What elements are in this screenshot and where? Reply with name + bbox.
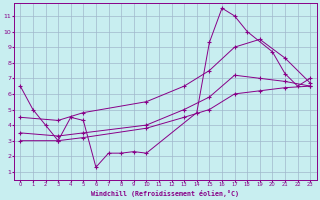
X-axis label: Windchill (Refroidissement éolien,°C): Windchill (Refroidissement éolien,°C) — [91, 190, 239, 197]
